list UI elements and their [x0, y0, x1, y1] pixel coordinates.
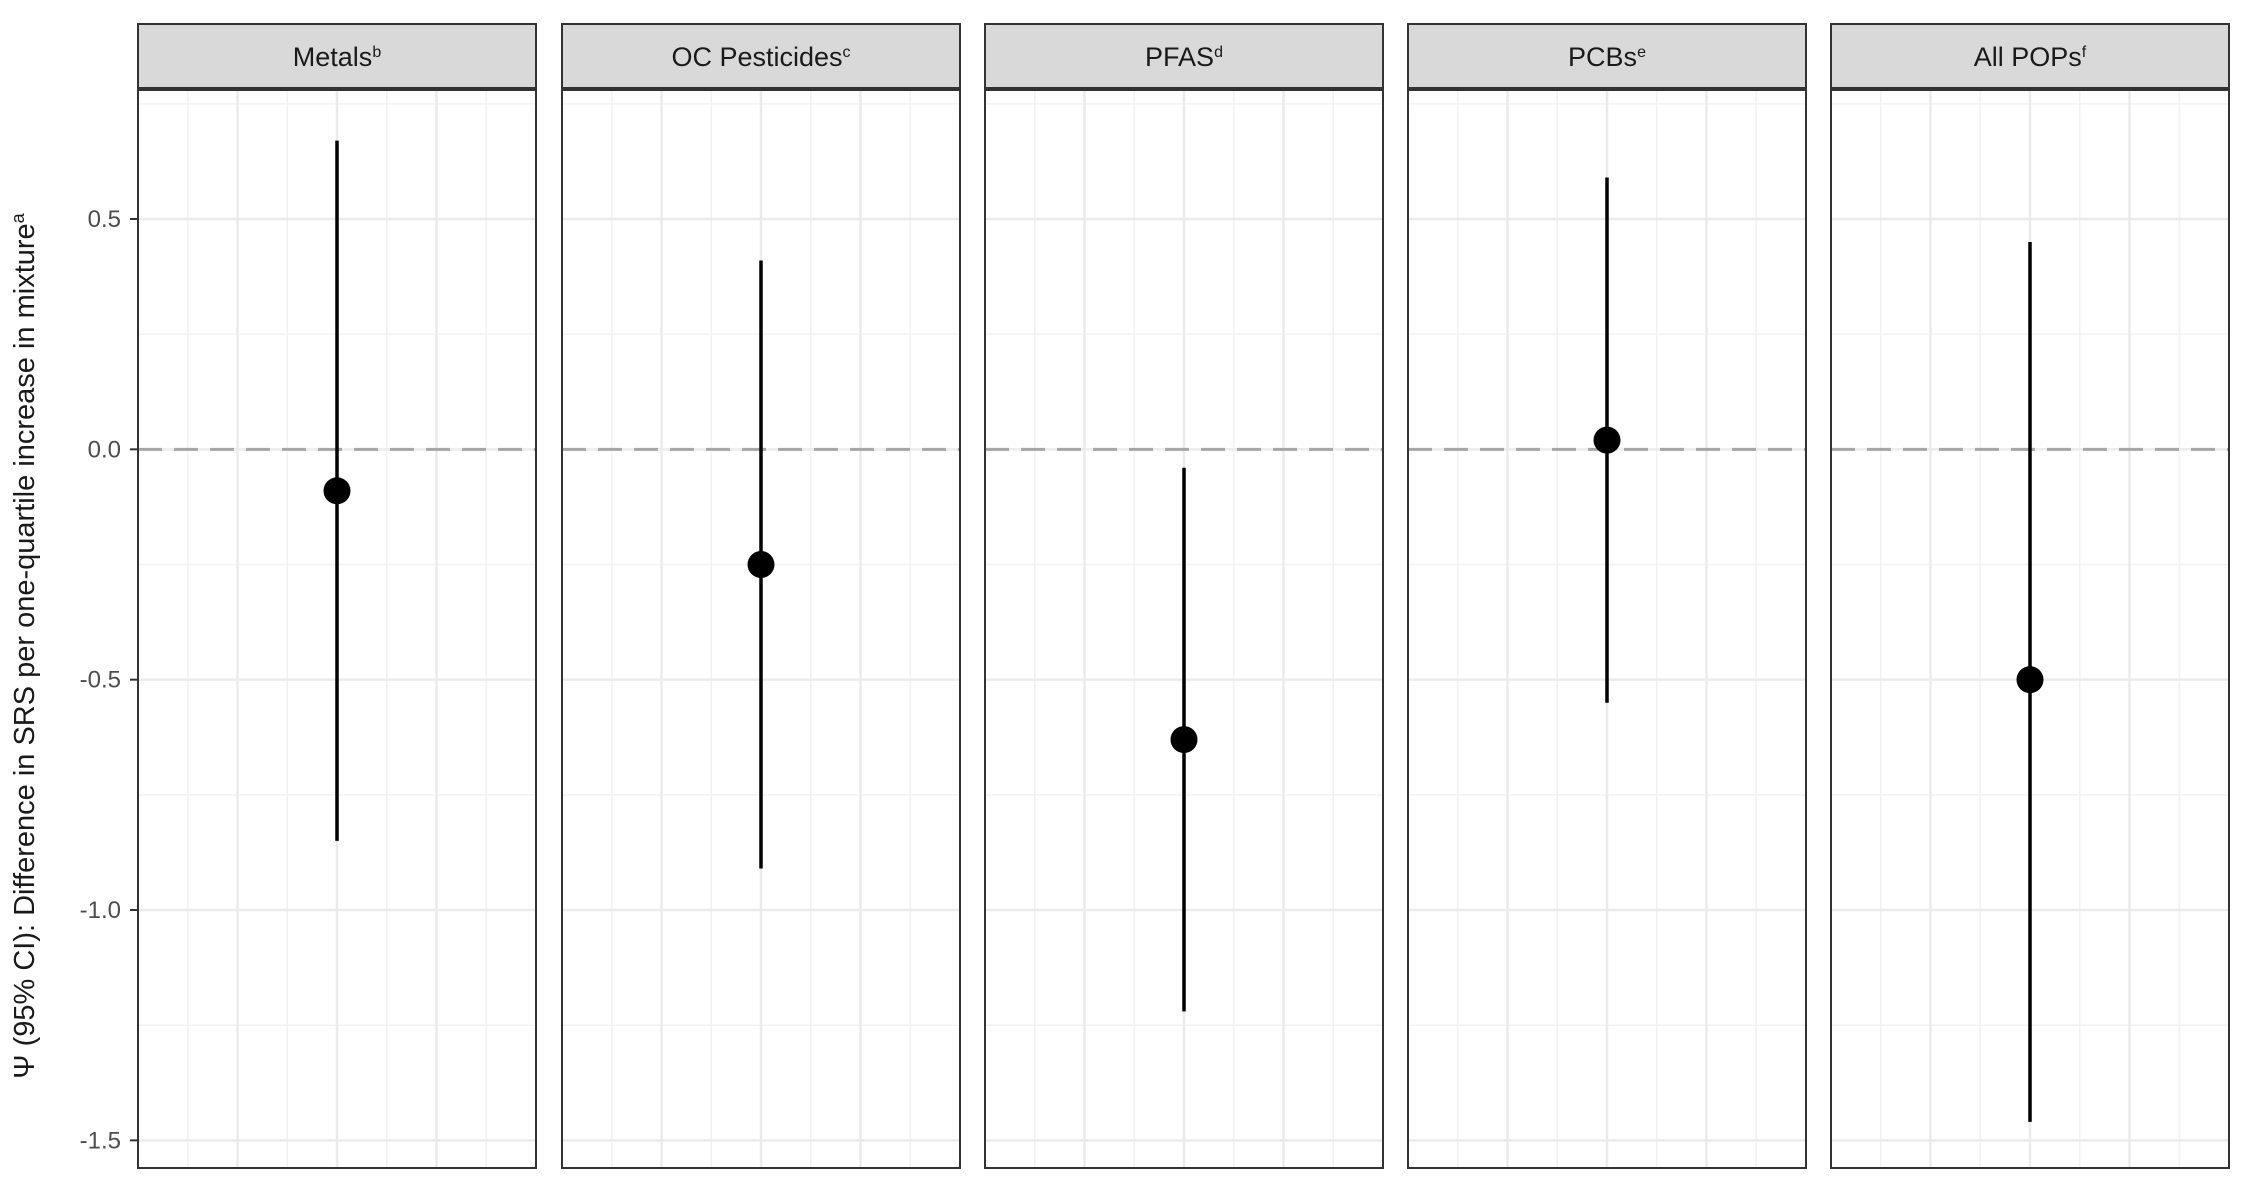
estimate-point [747, 551, 775, 579]
facet-panels: Metalsb OC Pesticidesc PFASd PCBse All POPsf [137, 23, 2230, 1169]
panel-border [1830, 89, 2230, 1169]
y-tick-label: -1.5 [80, 1127, 121, 1154]
y-tick-label: 0.0 [88, 436, 121, 463]
estimate-point [1593, 426, 1621, 454]
facet-strip-label: All POPsf [1974, 42, 2087, 72]
facet-strip-superscript: d [1214, 44, 1223, 61]
facet-strip-title: All POPs [1974, 42, 2082, 72]
facet-strip [1407, 23, 1807, 89]
y-axis-ticks: 0.5 0.0 -0.5 -1.0 -1.5 [80, 206, 138, 1154]
estimate-point [323, 477, 351, 505]
y-axis-title: Ψ (95% CI): Difference in SRS per one-qu… [8, 212, 41, 1078]
panel-border [137, 89, 537, 1169]
y-axis-title-superscript: a [8, 212, 28, 223]
facet-panel: PCBse [1407, 23, 1807, 1169]
panel-border [1407, 89, 1807, 1169]
facet-strip-label: Metalsb [293, 42, 382, 72]
facet-panel: OC Pesticidesc [561, 23, 961, 1169]
facet-strip-label: PCBse [1568, 42, 1646, 72]
facet-strip-title: PCBs [1568, 42, 1637, 72]
y-axis-title-group: Ψ (95% CI): Difference in SRS per one-qu… [8, 212, 41, 1078]
y-tick-label: 0.5 [88, 206, 121, 233]
y-tick-label: -1.0 [80, 897, 121, 924]
facet-strip [984, 23, 1384, 89]
facet-strip-title: Metals [293, 42, 373, 72]
facet-panel: Metalsb [137, 23, 537, 1169]
y-axis-title-text: Ψ (95% CI): Difference in SRS per one-qu… [9, 223, 41, 1078]
estimate-point [2016, 666, 2044, 694]
facet-strip-title: PFAS [1145, 42, 1214, 72]
facet-panel: PFASd [984, 23, 1384, 1169]
y-tick-label: -0.5 [80, 667, 121, 694]
facet-strip-superscript: e [1637, 44, 1646, 61]
facet-strip-label: PFASd [1145, 42, 1223, 72]
facet-strip-superscript: b [372, 44, 381, 61]
panel-border [561, 89, 961, 1169]
facet-strip [1830, 23, 2230, 89]
facet-strip [137, 23, 537, 89]
facet-panel: All POPsf [1830, 23, 2230, 1169]
facet-strip-superscript: c [843, 44, 851, 61]
estimate-point [1170, 726, 1198, 754]
facet-strip-superscript: f [2082, 44, 2087, 61]
panel-border [984, 89, 1384, 1169]
facet-strip [561, 23, 961, 89]
facet-strip-label: OC Pesticidesc [671, 42, 850, 72]
facet-strip-title: OC Pesticides [671, 42, 842, 72]
